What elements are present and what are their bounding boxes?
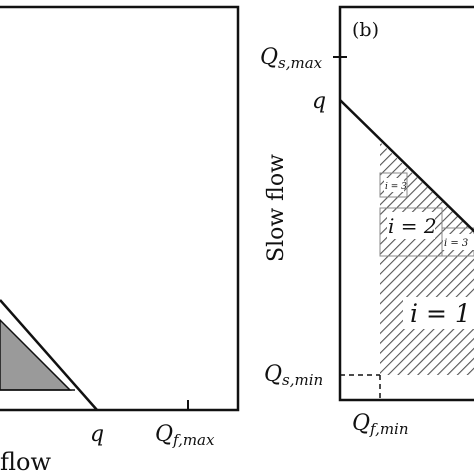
left-constraint-line xyxy=(0,299,98,411)
label-bg-i2 xyxy=(387,212,435,239)
sub-region-boxes xyxy=(379,172,474,257)
box-i3a xyxy=(379,172,408,198)
label-bg-i1 xyxy=(403,297,474,329)
right-y-axis-label: Slow flow xyxy=(264,154,289,262)
left-panel-frame xyxy=(0,5,240,412)
region-label-i2: i = 2 xyxy=(388,214,437,238)
label-bg-i3a xyxy=(384,178,404,192)
right-q-label: q xyxy=(312,89,326,114)
qsmax-label: Qs,max xyxy=(260,45,323,72)
left-q-label: q xyxy=(90,422,104,447)
region-label-i1: i = 1 xyxy=(410,299,471,328)
qfmin-label: Qf,min xyxy=(352,411,409,438)
region-label-i3a: i = 3 xyxy=(385,182,407,192)
box-i3b xyxy=(441,227,474,257)
hatched-region xyxy=(380,142,474,375)
left-shaded-region xyxy=(0,318,72,391)
label-bg-i3b xyxy=(443,234,474,250)
right-constraint-line xyxy=(339,99,474,233)
qsmin-label: Qs,min xyxy=(264,362,323,389)
panel-label-b: (b) xyxy=(352,19,379,41)
region-label-i3b: i = 3 xyxy=(444,238,468,249)
right-panel: (b) i = 2 i = 3 i = 3 i = 1 Qs,max q Qs,… xyxy=(260,5,474,438)
left-panel: q Qf,max flow xyxy=(0,5,240,474)
right-panel-frame xyxy=(338,5,474,402)
left-x-axis-label: flow xyxy=(0,448,51,474)
left-qfmax-label: Qf,max xyxy=(155,422,215,449)
